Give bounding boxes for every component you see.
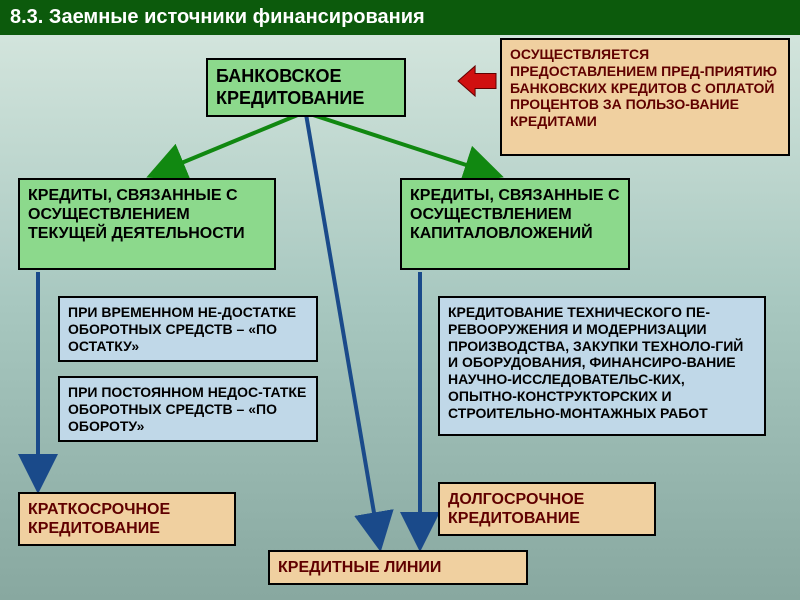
left-sub-2: ПРИ ПОСТОЯННОМ НЕДОС-ТАТКЕ ОБОРОТНЫХ СРЕ… (58, 376, 318, 442)
left-branch: КРЕДИТЫ, СВЯЗАННЫЕ С ОСУЩЕСТВЛЕНИЕМ ТЕКУ… (18, 178, 276, 270)
section-title: 8.3. Заемные источники финансирования (0, 0, 800, 35)
main-node: БАНКОВСКОЕ КРЕДИТОВАНИЕ (206, 58, 406, 117)
left-sub-1: ПРИ ВРЕМЕННОМ НЕ-ДОСТАТКЕ ОБОРОТНЫХ СРЕД… (58, 296, 318, 362)
right-sub: КРЕДИТОВАНИЕ ТЕХНИЧЕСКОГО ПЕ-РЕВООРУЖЕНИ… (438, 296, 766, 436)
bottom-left: КРАТКОСРОЧНОЕ КРЕДИТОВАНИЕ (18, 492, 236, 546)
bottom-mid: КРЕДИТНЫЕ ЛИНИИ (268, 550, 528, 585)
right-branch: КРЕДИТЫ, СВЯЗАННЫЕ С ОСУЩЕСТВЛЕНИЕМ КАПИ… (400, 178, 630, 270)
description-box: ОСУЩЕСТВЛЯЕТСЯ ПРЕДОСТАВЛЕНИЕМ ПРЕД-ПРИЯ… (500, 38, 790, 156)
bottom-right: ДОЛГОСРОЧНОЕ КРЕДИТОВАНИЕ (438, 482, 656, 536)
